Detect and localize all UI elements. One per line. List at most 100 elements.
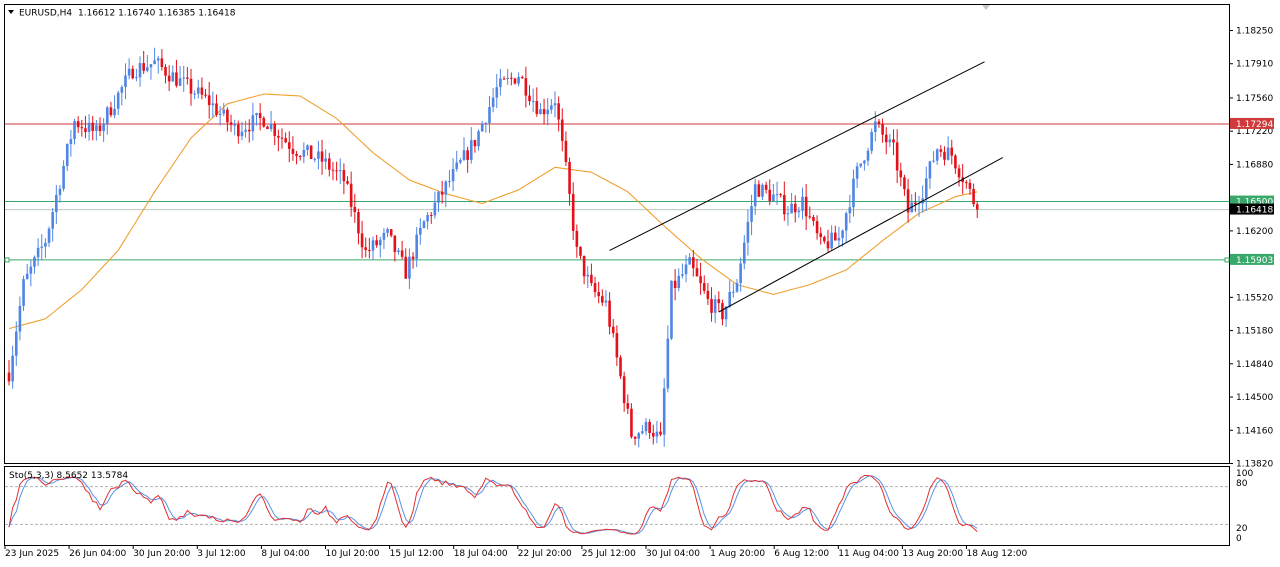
candle-body [601,296,604,303]
candle-body [342,170,346,182]
candle-body [797,210,801,213]
candle-body [666,338,670,389]
candle-body [531,100,535,102]
time-tick-label: 15 Jul 12:00 [390,549,444,559]
candle-body [520,77,524,79]
price-tick-label: 1.13820 [1236,460,1273,470]
channel-line-upper[interactable] [609,61,985,251]
candle-body [801,196,804,211]
candle-body [659,431,662,435]
chart-symbol: EURUSD,H4 [19,9,72,19]
chart-ohlc: 1.16612 1.16740 1.16385 1.16418 [78,9,236,19]
candle-body [55,194,58,213]
candle-body [422,221,426,228]
stochastic-layer [5,475,1229,535]
candle-body [553,103,557,106]
candle-body [560,119,564,141]
candle-body [371,240,375,251]
candle-body [630,408,633,437]
price-tag-resistance-bg [1230,117,1274,129]
candle-body [433,202,437,216]
candle-body [917,203,921,205]
price-panel-frame [4,4,1230,464]
candle-body [764,184,768,190]
candle-body [826,241,830,249]
candle-body [495,87,499,98]
candle-body [124,75,127,88]
candle-body [808,216,812,218]
candle-body [844,213,848,231]
candle-body [207,95,211,106]
candle-body [739,263,742,283]
symbol-dropdown-icon[interactable] [8,10,14,14]
candle-body [724,306,728,320]
candle-body [397,250,400,253]
time-tick-label: 26 Jun 04:00 [69,549,126,559]
candle-body [954,155,957,169]
candle-body [586,274,590,277]
candle-body [830,232,833,249]
candle-body [247,129,251,132]
candle-body [870,131,873,151]
candle-body [673,280,677,289]
candle-body [968,182,972,189]
candle-body [262,118,266,127]
candle-body [65,144,69,166]
candle-body [309,145,313,159]
candle-body [459,160,462,163]
candle-body [899,170,903,178]
candle-body [36,247,40,258]
candle-body [368,249,371,251]
support-handle-left[interactable] [4,257,10,263]
candle-body [378,239,382,246]
candle-body [167,75,171,82]
candle-body [251,115,255,132]
time-tick-label: 18 Jul 04:00 [454,549,508,559]
candle-body [429,215,433,217]
candle-body [684,264,688,275]
candle-body [389,229,393,236]
candle-body [906,189,910,213]
candle-body [196,87,200,94]
candle-body [571,193,575,231]
candle-body [80,127,84,129]
candle-body [462,150,466,161]
candle-body [149,64,153,68]
candle-body [757,184,761,197]
time-tick-label: 30 Jul 04:00 [646,549,700,559]
candle-body [87,122,91,132]
candle-body [935,149,939,161]
candle-body [360,233,364,248]
candle-body [287,142,291,149]
candle-body [564,140,568,162]
candle-body [928,161,932,179]
candle-body [965,182,968,184]
candle-body [178,78,182,86]
candle-body [437,191,440,203]
price-tick-label: 1.16200 [1236,227,1273,237]
candle-body [411,256,415,259]
candle-body [349,183,353,207]
candle-body [732,291,735,293]
candle-body [837,237,841,241]
candle-body [386,229,389,233]
candle-body [895,142,899,171]
candle-body [415,234,418,259]
scroll-marker-icon[interactable] [982,5,990,10]
candle-body [655,431,659,437]
candle-body [884,134,888,143]
candle-body [728,291,732,307]
candle-body [51,212,54,229]
price-tags-layer: 1.17294 1.16500 1.15903 1.16418 [1230,117,1274,266]
support-handle-right[interactable] [1224,257,1230,263]
candle-body [102,123,105,132]
price-tag-support: 1.15903 [1236,256,1273,266]
candle-body [597,292,600,297]
channel-line-lower[interactable] [718,157,1003,313]
candle-body [539,109,542,115]
candle-body [892,139,895,143]
candle-body [855,166,859,179]
candle-body [226,109,229,123]
candle-body [622,376,626,404]
